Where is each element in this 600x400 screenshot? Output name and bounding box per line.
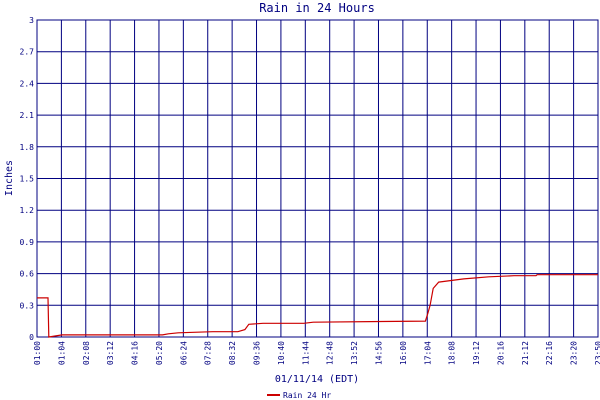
y-tick-label: 1.2 bbox=[20, 206, 35, 215]
y-tick-label: 3 bbox=[29, 16, 34, 25]
x-tick-label: 03:12 bbox=[106, 341, 115, 365]
y-tick-label: 2.1 bbox=[20, 111, 35, 120]
y-tick-label: 0.6 bbox=[20, 270, 35, 279]
y-tick-label: 2.7 bbox=[20, 48, 35, 57]
x-tick-label: 13:52 bbox=[350, 341, 359, 365]
legend: Rain 24 Hr bbox=[267, 391, 331, 400]
x-tick-label: 14:56 bbox=[374, 341, 383, 365]
x-tick-label: 21:12 bbox=[521, 341, 530, 365]
x-tick-label: 09:36 bbox=[253, 341, 262, 365]
x-tick-label: 08:32 bbox=[228, 341, 237, 365]
x-tick-label: 07:28 bbox=[204, 341, 213, 365]
x-tick-label: 04:16 bbox=[131, 341, 140, 365]
y-tick-label: 1.5 bbox=[20, 175, 35, 184]
series-line-rain-24-hr bbox=[37, 274, 598, 338]
x-tick-label: 01:00 bbox=[33, 341, 42, 365]
horizontal-gridlines bbox=[37, 19, 598, 338]
y-axis-label: Inches bbox=[4, 160, 15, 196]
x-tick-label: 01:04 bbox=[57, 341, 66, 365]
x-tick-label: 02:08 bbox=[82, 341, 91, 365]
y-tick-label: 1.8 bbox=[20, 143, 35, 152]
y-tick-label: 0.9 bbox=[20, 238, 35, 247]
x-tick-label: 06:24 bbox=[179, 341, 188, 365]
x-tick-label: 17:04 bbox=[423, 341, 432, 365]
x-tick-label: 10:40 bbox=[277, 341, 286, 365]
x-tick-label: 12:48 bbox=[326, 341, 335, 365]
chart-title: Rain in 24 Hours bbox=[259, 1, 375, 15]
x-tick-label: 18:08 bbox=[448, 341, 457, 365]
x-tick-label: 05:20 bbox=[155, 341, 164, 365]
y-tick-labels: 0 0.3 0.6 0.9 1.2 1.5 1.8 2.1 2.4 2.7 3 bbox=[20, 16, 35, 342]
y-tick-label: 0 bbox=[29, 333, 34, 342]
legend-label: Rain 24 Hr bbox=[283, 391, 331, 400]
x-tick-label: 20:16 bbox=[496, 341, 505, 365]
x-tick-label: 16:00 bbox=[399, 341, 408, 365]
x-tick-label: 11:44 bbox=[301, 341, 310, 365]
x-tick-label: 23:20 bbox=[570, 341, 579, 365]
x-tick-labels: 01:00 01:04 02:08 03:12 04:16 05:20 06:24 07:28… bbox=[33, 341, 600, 365]
y-tick-label: 0.3 bbox=[20, 301, 35, 310]
x-tick-label: 22:16 bbox=[545, 341, 554, 365]
x-tick-label: 23:50 bbox=[594, 341, 600, 365]
x-tick-label: 19:12 bbox=[472, 341, 481, 365]
x-axis-label: 01/11/14 (EDT) bbox=[275, 374, 359, 385]
y-tick-label: 2.4 bbox=[20, 79, 35, 88]
